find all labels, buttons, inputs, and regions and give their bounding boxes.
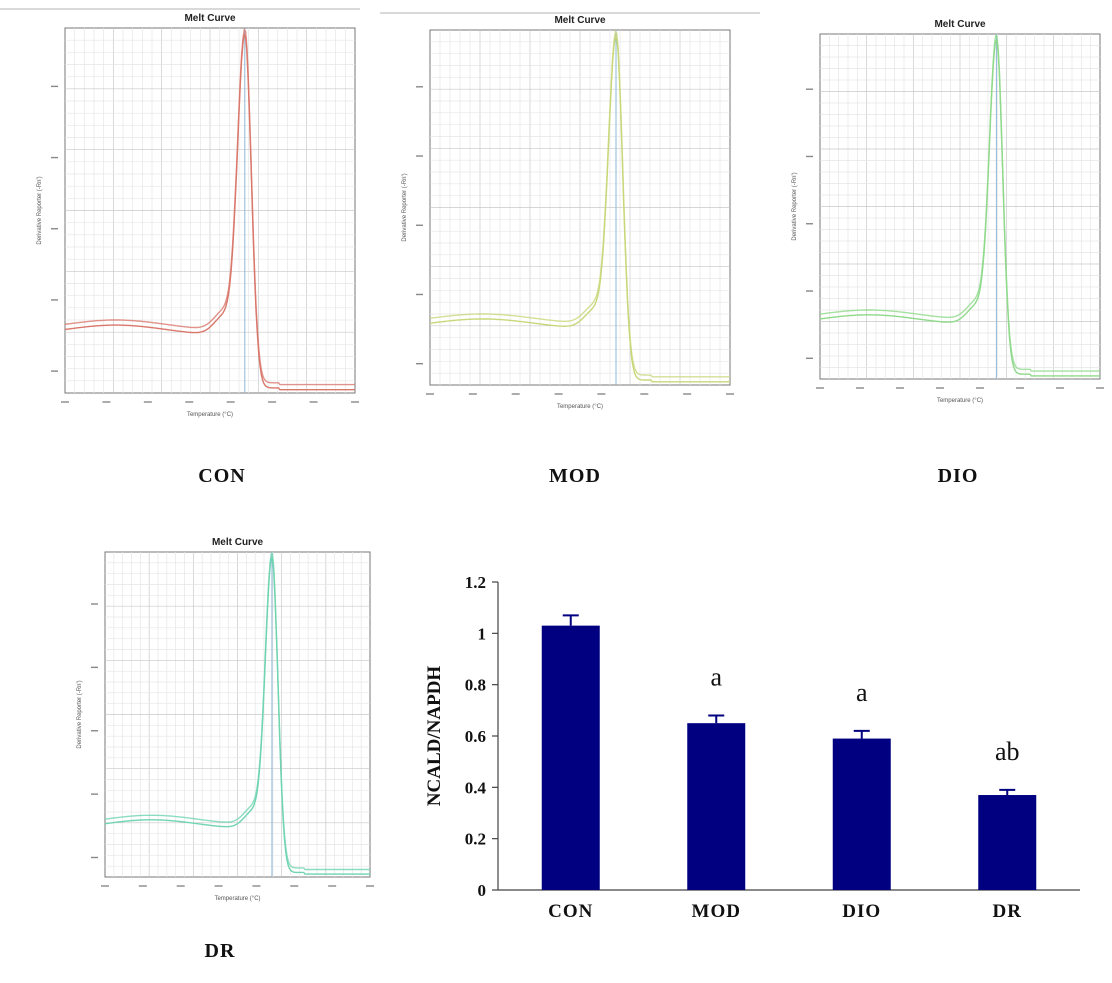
caption-dr: DR (204, 940, 236, 962)
bar-dr (978, 795, 1037, 890)
melt-curve-con-plot: Melt Curve Temperature (°C) Derivative Rep… (37, 13, 359, 418)
significance-label: a (856, 678, 868, 707)
melt-x-axis-label: Temperature (°C) (187, 412, 233, 418)
top-rule-middle (380, 12, 760, 14)
x-tick-label: MOD (692, 901, 741, 922)
melt-curve-dr-plot: Melt Curve Temperature (°C) Derivative Rep… (77, 537, 374, 902)
top-rule-left (0, 8, 360, 10)
melt-curve-mod-plot: Melt Curve Temperature (°C) Derivative Rep… (402, 15, 734, 410)
y-tick-label: 0.8 (465, 676, 486, 695)
melt-title: Melt Curve (934, 19, 986, 30)
melt-y-axis-label: Derivative Reporter (-Rn') (402, 173, 408, 241)
melt-curve-line (819, 39, 1100, 377)
melt-curve-line (429, 34, 730, 383)
melt-title: Melt Curve (184, 13, 236, 24)
melt-curve-dio-plot: Melt Curve Temperature (°C) Derivative Rep… (792, 19, 1104, 404)
melt-curve-line (819, 34, 1100, 372)
y-axis-label: NCALD/NAPDH (424, 666, 445, 807)
y-tick-label: 1.2 (465, 573, 486, 592)
melt-x-axis-label: Temperature (°C) (214, 896, 260, 902)
y-tick-label: 0 (478, 881, 487, 900)
bar-dio (832, 738, 891, 890)
expression-bar-chart: 0 0.2 0.4 0.6 0.8 1 1.2 NCALD/NAPDH CON MOD a DIO a D… (424, 573, 1080, 922)
melt-curve-line (104, 557, 370, 875)
melt-panel-con: Melt Curve Temperature (°C) Derivative Rep… (20, 8, 360, 428)
melt-panel-mod: Melt Curve Temperature (°C) Derivative Rep… (385, 10, 735, 420)
melt-title: Melt Curve (212, 537, 264, 548)
bar-mod (687, 723, 746, 890)
melt-x-axis-label: Temperature (°C) (557, 404, 603, 410)
melt-curve-line (64, 32, 355, 391)
melt-curve-line (104, 552, 370, 871)
caption-dio: DIO (937, 465, 979, 487)
y-tick-label: 1 (478, 624, 487, 643)
caption-mod: MOD (549, 465, 601, 487)
x-tick-label: DR (993, 901, 1022, 922)
significance-label: ab (995, 737, 1020, 766)
melt-x-axis-label: Temperature (°C) (937, 398, 983, 404)
x-tick-label: DIO (842, 901, 881, 922)
melt-curve-line (429, 29, 730, 378)
melt-y-axis-label: Derivative Reporter (-Rn') (792, 172, 798, 240)
significance-label: a (710, 662, 722, 691)
bar-con (541, 625, 600, 890)
melt-panel-dio: Melt Curve Temperature (°C) Derivative Rep… (775, 14, 1105, 414)
melt-y-axis-label: Derivative Reporter (-Rn') (77, 680, 83, 748)
y-tick-label: 0.6 (465, 727, 486, 746)
caption-con: CON (198, 465, 246, 487)
melt-curve-line (64, 27, 355, 386)
melt-title: Melt Curve (554, 15, 606, 26)
y-tick-label: 0.4 (465, 778, 487, 797)
melt-panel-dr: Melt Curve Temperature (°C) Derivative Rep… (60, 532, 375, 912)
x-tick-label: CON (548, 901, 593, 922)
melt-y-axis-label: Derivative Reporter (-Rn') (37, 176, 43, 244)
y-tick-label: 0.2 (465, 830, 486, 849)
